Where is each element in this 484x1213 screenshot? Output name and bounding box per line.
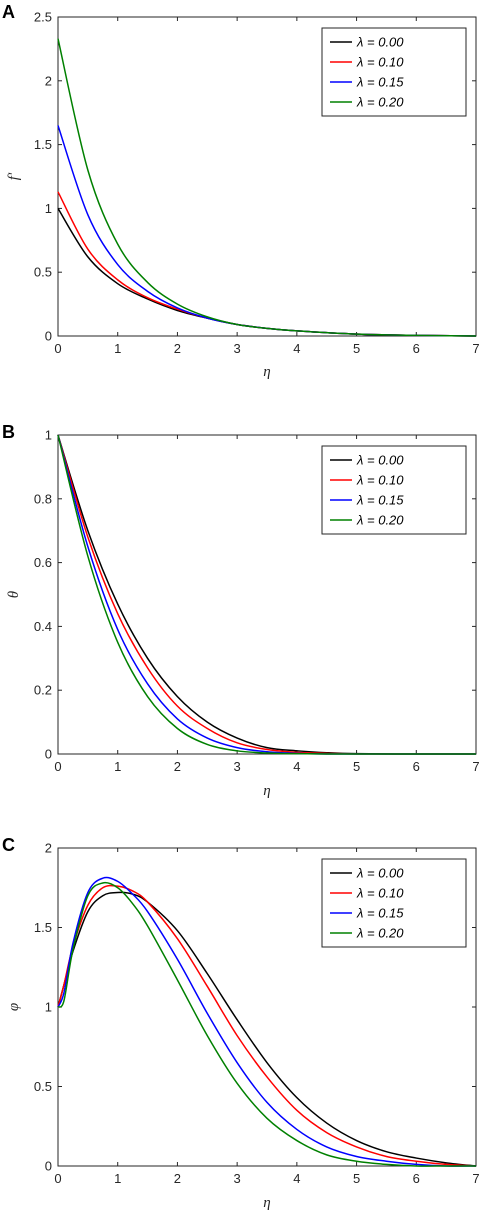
y-tick-label: 0 [45,747,52,762]
y-tick-label: 1.5 [34,920,52,935]
x-tick-label: 5 [353,1171,360,1186]
x-tick-label: 0 [54,341,61,356]
legend-entry: λ = 0.10 [356,473,404,488]
legend-entry: λ = 0.00 [356,866,404,881]
x-tick-label: 2 [174,759,181,774]
x-tick-label: 3 [234,341,241,356]
x-tick-label: 4 [293,759,300,774]
legend: λ = 0.00 λ = 0.10 λ = 0.15 λ = 0.20 [321,27,467,117]
x-tick-label: 5 [353,341,360,356]
legend-entry: λ = 0.00 [356,453,404,468]
x-tick-label: 3 [234,759,241,774]
panel-B: B 0 1 2 3 4 5 6 7 0 0.2 0.4 0.6 0.8 1 η θ λ = 0.00 λ = 0.1… [2,422,480,799]
x-tick-label: 4 [293,1171,300,1186]
series-line-0 [57,208,477,337]
y-tick-label: 0.5 [34,1079,52,1094]
y-axis-label: f' [6,172,22,180]
y-tick-label: 1 [45,1000,52,1015]
x-tick-label: 2 [174,341,181,356]
x-tick-label: 6 [413,341,420,356]
x-axis-label: η [263,1195,270,1211]
legend-entry: λ = 0.00 [356,35,404,50]
x-tick-label: 7 [472,341,479,356]
y-tick-label: 2 [45,841,52,856]
legend-entry: λ = 0.20 [356,513,404,528]
x-tick-label: 5 [353,759,360,774]
y-axis-label: θ [6,590,22,598]
x-tick-label: 0 [54,759,61,774]
y-tick-label: 1.5 [34,137,52,152]
x-tick-label: 6 [413,1171,420,1186]
axes-box [57,434,477,755]
x-tick-label: 3 [234,1171,241,1186]
panel-label: C [2,835,15,855]
legend-entry: λ = 0.20 [356,95,404,110]
x-axis-label: η [263,364,270,380]
series-line-3 [57,38,477,337]
panel-A: A 0 1 2 3 4 5 6 7 0 0.5 1 1.5 2 2.5 η f' λ = 0.00 λ = 0.10… [2,2,480,380]
legend-entry: λ = 0.20 [356,926,404,941]
x-axis-label: η [263,783,270,799]
series-line-0 [57,891,477,1167]
y-tick-label: 0 [45,329,52,344]
x-tick-label: 4 [293,341,300,356]
series-line-2 [57,876,477,1167]
series-line-1 [57,884,477,1167]
y-tick-label: 0.2 [34,683,52,698]
y-tick-label: 0.6 [34,555,52,570]
x-tick-label: 0 [54,1171,61,1186]
y-axis-label: φ [6,1003,22,1011]
y-tick-label: 2 [45,73,52,88]
legend-entry: λ = 0.15 [356,75,404,90]
y-tick-label: 0.8 [34,491,52,506]
x-tick-label: 1 [114,1171,121,1186]
series-line-1 [57,191,477,337]
x-tick-label: 7 [472,759,479,774]
series-line-2 [57,125,477,337]
legend: λ = 0.00 λ = 0.10 λ = 0.15 λ = 0.20 [321,445,467,535]
panel-label: B [2,422,15,442]
panel-label: A [2,2,15,22]
y-tick-label: 0.4 [34,619,52,634]
legend-entry: λ = 0.10 [356,55,404,70]
legend-entry: λ = 0.15 [356,493,404,508]
legend: λ = 0.00 λ = 0.10 λ = 0.15 λ = 0.20 [321,858,467,948]
y-tick-label: 1 [45,428,52,443]
axes-box [57,16,477,337]
series-line-3 [57,881,476,1167]
y-tick-label: 0 [45,1159,52,1174]
x-tick-label: 7 [472,1171,479,1186]
legend-entry: λ = 0.15 [356,906,404,921]
x-tick-label: 2 [174,1171,181,1186]
y-tick-label: 0.5 [34,265,52,280]
x-tick-label: 1 [114,341,121,356]
x-tick-label: 1 [114,759,121,774]
legend-entry: λ = 0.10 [356,886,404,901]
y-tick-label: 1 [45,201,52,216]
series-line-3 [57,434,476,755]
y-tick-label: 2.5 [34,10,52,25]
x-tick-label: 6 [413,759,420,774]
